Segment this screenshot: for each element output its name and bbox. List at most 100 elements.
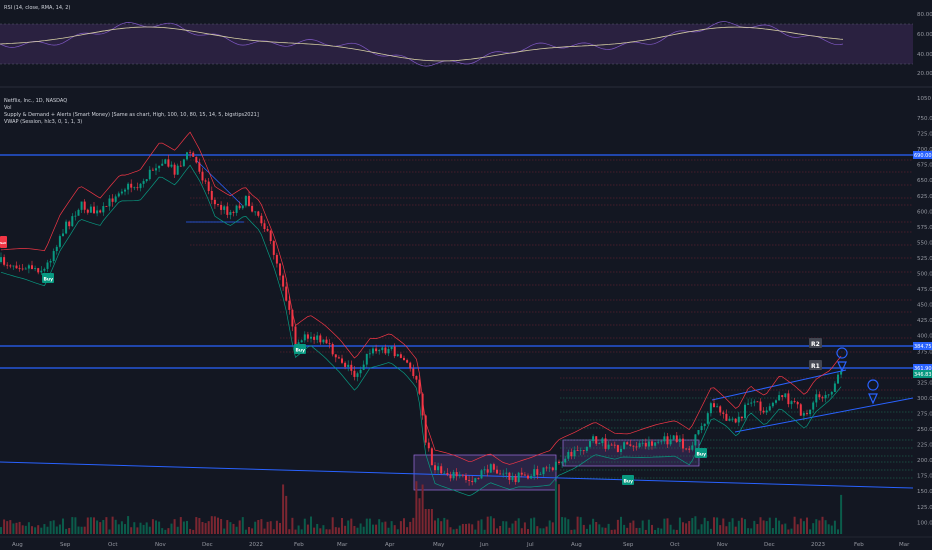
candle[interactable] bbox=[266, 229, 269, 231]
candle[interactable] bbox=[765, 410, 768, 413]
candle[interactable] bbox=[347, 364, 350, 367]
candle[interactable] bbox=[604, 438, 607, 449]
candle[interactable] bbox=[232, 212, 235, 213]
candle[interactable] bbox=[34, 268, 37, 270]
candle[interactable] bbox=[548, 467, 551, 469]
candle[interactable] bbox=[573, 450, 576, 457]
candle[interactable] bbox=[21, 268, 24, 270]
candle[interactable] bbox=[703, 423, 706, 427]
candle[interactable] bbox=[12, 265, 15, 267]
candle[interactable] bbox=[313, 336, 316, 340]
candle[interactable] bbox=[189, 152, 192, 154]
candle[interactable] bbox=[716, 406, 719, 408]
candle[interactable] bbox=[325, 339, 328, 344]
candle[interactable] bbox=[713, 403, 715, 408]
candle[interactable] bbox=[151, 169, 154, 171]
candle[interactable] bbox=[381, 347, 384, 351]
candle[interactable] bbox=[18, 268, 21, 270]
candle[interactable] bbox=[771, 402, 774, 407]
candle[interactable] bbox=[455, 472, 458, 477]
candle[interactable] bbox=[446, 472, 449, 475]
candle[interactable] bbox=[561, 462, 564, 464]
candle[interactable] bbox=[812, 402, 815, 410]
candle[interactable] bbox=[372, 348, 374, 354]
candle[interactable] bbox=[787, 393, 790, 405]
candle[interactable] bbox=[508, 472, 511, 480]
candle[interactable] bbox=[607, 444, 610, 449]
candle[interactable] bbox=[706, 413, 709, 424]
candle[interactable] bbox=[778, 395, 781, 401]
channel-upper-line[interactable] bbox=[711, 369, 847, 401]
candle[interactable] bbox=[145, 179, 148, 182]
price-axis[interactable]: 1050 750.00 725.00 700.00 675.00 650.00 625.00… bbox=[917, 96, 932, 526]
candle[interactable] bbox=[815, 394, 818, 403]
candle[interactable] bbox=[86, 209, 89, 213]
trend-line[interactable] bbox=[195, 159, 243, 206]
buy-signal-badge[interactable]: Buy bbox=[294, 344, 306, 354]
candle[interactable] bbox=[365, 353, 368, 365]
candle[interactable] bbox=[186, 152, 188, 160]
candle[interactable] bbox=[452, 472, 455, 479]
candle[interactable] bbox=[824, 395, 827, 399]
candle[interactable] bbox=[660, 441, 663, 443]
candle[interactable] bbox=[802, 413, 805, 416]
candle[interactable] bbox=[9, 265, 12, 267]
candle[interactable] bbox=[229, 212, 232, 215]
candle[interactable] bbox=[610, 444, 613, 446]
candle[interactable] bbox=[474, 478, 477, 483]
candle[interactable] bbox=[279, 263, 281, 276]
candle[interactable] bbox=[731, 418, 734, 420]
candle[interactable] bbox=[275, 254, 278, 264]
candle[interactable] bbox=[629, 444, 632, 446]
candle[interactable] bbox=[750, 402, 753, 404]
candle[interactable] bbox=[635, 446, 638, 448]
candle[interactable] bbox=[840, 371, 843, 375]
candle[interactable] bbox=[688, 448, 691, 450]
candle[interactable] bbox=[303, 334, 306, 341]
candle[interactable] bbox=[24, 268, 27, 270]
channel-lower-line[interactable] bbox=[734, 397, 914, 433]
candle[interactable] bbox=[207, 181, 210, 191]
candle[interactable] bbox=[806, 413, 808, 415]
candle[interactable] bbox=[595, 436, 598, 444]
candle[interactable] bbox=[678, 438, 681, 442]
candle[interactable] bbox=[213, 199, 216, 205]
candle[interactable] bbox=[579, 450, 582, 452]
candle[interactable] bbox=[120, 191, 123, 194]
candle[interactable] bbox=[409, 362, 412, 369]
candle[interactable] bbox=[833, 383, 836, 392]
candle[interactable] bbox=[77, 209, 80, 216]
candle[interactable] bbox=[632, 445, 635, 447]
candle[interactable] bbox=[744, 404, 746, 419]
candle[interactable] bbox=[403, 357, 405, 361]
candle[interactable] bbox=[260, 215, 263, 224]
candle[interactable] bbox=[613, 444, 616, 446]
candle[interactable] bbox=[651, 441, 653, 446]
candle[interactable] bbox=[830, 391, 833, 395]
candle[interactable] bbox=[62, 233, 64, 237]
candle[interactable] bbox=[440, 466, 443, 474]
candles[interactable] bbox=[0, 149, 843, 486]
candle[interactable] bbox=[496, 469, 498, 474]
candle[interactable] bbox=[576, 450, 579, 452]
candle[interactable] bbox=[226, 206, 229, 215]
candle[interactable] bbox=[127, 183, 130, 190]
candle[interactable] bbox=[254, 211, 257, 213]
candle[interactable] bbox=[102, 206, 105, 213]
candle[interactable] bbox=[598, 443, 601, 444]
candle[interactable] bbox=[99, 210, 102, 213]
candle[interactable] bbox=[291, 309, 294, 327]
candle[interactable] bbox=[775, 400, 777, 403]
candle[interactable] bbox=[108, 198, 111, 207]
candle[interactable] bbox=[809, 409, 812, 415]
candle[interactable] bbox=[384, 347, 387, 354]
candle[interactable] bbox=[626, 442, 629, 445]
rsi-panel[interactable]: RSI (14, close, RMA, 14, 2) 80.00 60.00 40… bbox=[0, 5, 932, 77]
candle[interactable] bbox=[793, 401, 796, 403]
candle[interactable] bbox=[415, 376, 418, 380]
candle[interactable] bbox=[418, 379, 421, 394]
candle[interactable] bbox=[331, 344, 334, 355]
candle[interactable] bbox=[176, 165, 179, 175]
candle[interactable] bbox=[272, 241, 275, 255]
buy-signal-badge[interactable]: Buy bbox=[622, 475, 634, 485]
